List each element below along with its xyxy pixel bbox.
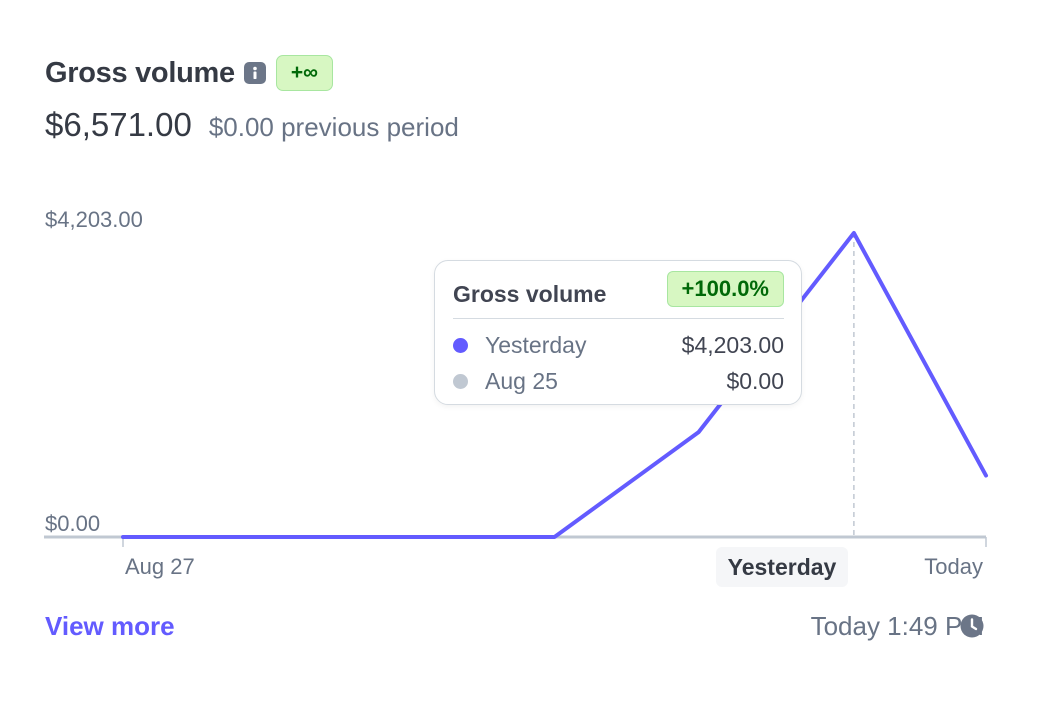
clock-icon: [960, 614, 984, 638]
view-more-link[interactable]: View more: [45, 611, 175, 641]
tooltip-row-label: Aug 25: [485, 367, 558, 394]
total-amount: $6,571.00: [45, 106, 192, 143]
chart-tooltip: Gross volume +100.0% Yesterday $4,203.00…: [434, 260, 802, 405]
gross-volume-chart[interactable]: $4,203.00 $0.00 Aug 27 Yesterday Today: [0, 190, 1048, 590]
series-dot-icon: [453, 337, 468, 353]
y-tick-label: $0.00: [45, 511, 100, 536]
change-badge: +∞: [275, 55, 334, 91]
tooltip-row-label: Yesterday: [485, 331, 587, 358]
tooltip-row: Aug 25 $0.00: [453, 366, 784, 396]
tooltip-row-value: $0.00: [726, 367, 784, 394]
tooltip-row-value: $4,203.00: [681, 331, 784, 358]
x-tick-label: Aug 27: [125, 554, 195, 579]
totals: $6,571.00 $0.00 previous period: [45, 106, 459, 144]
tooltip-header: Gross volume +100.0%: [453, 270, 784, 319]
series-dot-icon: [453, 373, 468, 389]
x-tick-label: Yesterday: [728, 554, 837, 580]
tooltip-title: Gross volume: [453, 280, 607, 307]
info-icon[interactable]: [243, 62, 266, 84]
x-tick-highlight: [716, 547, 848, 587]
last-updated: Today 1:49 PM: [810, 611, 984, 641]
y-tick-label: $4,203.00: [45, 207, 143, 232]
previous-period: $0.00 previous period: [208, 112, 459, 142]
card-header: Gross volume +∞: [45, 55, 334, 91]
tooltip-row: Yesterday $4,203.00: [453, 330, 784, 360]
x-tick-label: Today: [924, 554, 983, 579]
card-title: Gross volume: [45, 56, 235, 89]
tooltip-change-badge: +100.0%: [666, 271, 784, 307]
